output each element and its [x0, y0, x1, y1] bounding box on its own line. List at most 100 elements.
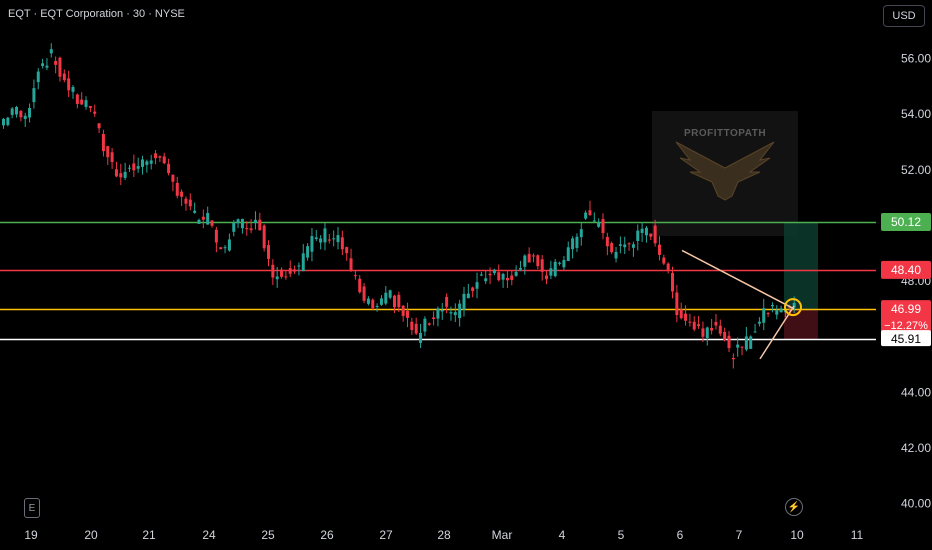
candle-body — [710, 327, 714, 331]
upper-trendline[interactable] — [681, 249, 795, 310]
candle — [410, 317, 414, 335]
candle-body — [388, 290, 392, 298]
candle-body — [427, 323, 431, 325]
candle — [110, 148, 114, 169]
candle-body — [214, 229, 218, 243]
candle — [193, 202, 197, 214]
candle — [640, 222, 644, 243]
candle-body — [618, 244, 622, 246]
candle — [458, 299, 462, 327]
candle-body — [718, 325, 722, 334]
candle-body — [201, 216, 205, 220]
candle — [145, 159, 149, 173]
candle — [688, 313, 692, 327]
candle — [15, 105, 19, 118]
candle — [727, 331, 731, 353]
candle — [288, 260, 292, 278]
x-tick-label: 11 — [851, 528, 864, 542]
candle — [536, 254, 540, 270]
candle — [649, 233, 653, 241]
candle — [466, 284, 470, 299]
y-axis[interactable]: 56.0054.0052.0050.0048.0046.0044.0042.00… — [901, 52, 931, 511]
candle-body — [362, 286, 366, 301]
candle-body — [779, 308, 783, 313]
y-tick-label: 56.00 — [901, 52, 931, 66]
candle — [253, 211, 257, 230]
candle — [553, 258, 557, 278]
candle-body — [54, 60, 58, 65]
candle — [436, 306, 440, 327]
candle — [319, 235, 323, 250]
candle — [49, 43, 53, 58]
currency-button[interactable]: USD — [883, 5, 925, 27]
candle — [392, 294, 396, 314]
candle-body — [705, 327, 709, 339]
label-48-40: 48.40 — [881, 260, 931, 279]
candle-body — [692, 321, 696, 330]
candle — [175, 176, 179, 199]
candle — [184, 196, 188, 211]
y-tick-label: 52.00 — [901, 163, 931, 177]
triangle-pattern[interactable] — [681, 249, 802, 360]
price-change-text: −12.27% — [884, 320, 928, 332]
candle-body — [310, 236, 314, 252]
candle-body — [75, 94, 79, 104]
candle — [358, 275, 362, 294]
candle — [740, 346, 744, 356]
x-tick-label: 24 — [202, 528, 216, 542]
candle — [262, 224, 266, 252]
x-tick-label: 27 — [379, 528, 393, 542]
candle-body — [154, 153, 158, 159]
candle-body — [223, 247, 227, 249]
candle-body — [340, 237, 344, 250]
current-price-label-text: 46.99 — [891, 302, 921, 316]
candle-body — [158, 156, 162, 158]
candle-body — [106, 146, 110, 158]
candle-body — [736, 344, 740, 348]
earnings-icon[interactable]: E — [24, 498, 40, 518]
candle — [149, 154, 153, 170]
candle — [36, 68, 40, 90]
x-tick-label: 10 — [790, 528, 804, 542]
candle-body — [462, 293, 466, 310]
candle-body — [149, 160, 153, 164]
candle-body — [371, 299, 375, 309]
candle — [353, 270, 357, 280]
candle-body — [19, 111, 23, 118]
x-tick-label: 6 — [677, 528, 684, 542]
x-axis[interactable]: 19 20 21 24 25 26 27 28 Mar 4 5 6 7 10 11 — [24, 528, 863, 542]
candle — [766, 312, 770, 317]
candle — [631, 241, 635, 257]
candle — [271, 259, 275, 285]
symbol-title[interactable]: EQT · EQT Corporation · 30 · NYSE — [8, 8, 185, 20]
candle-body — [518, 268, 522, 270]
candle — [28, 103, 32, 123]
candle — [332, 230, 336, 247]
candle-body — [466, 293, 470, 299]
candle-body — [319, 238, 323, 243]
candle-body — [15, 107, 19, 115]
breakout-circle[interactable] — [784, 298, 802, 317]
candle — [401, 305, 405, 322]
candle-body — [110, 152, 114, 163]
lower-trendline[interactable] — [759, 305, 795, 360]
profit-zone[interactable] — [784, 222, 818, 310]
lightning-icon[interactable]: ⚡ — [785, 498, 803, 516]
candle-body — [141, 159, 145, 167]
candle-body — [788, 307, 792, 309]
candle-body — [114, 169, 118, 177]
candle — [93, 104, 97, 117]
candle-body — [684, 313, 688, 321]
candle-body — [458, 303, 462, 319]
label-50-12: 50.12 — [881, 213, 931, 232]
candle-body — [193, 210, 197, 213]
candle — [327, 234, 331, 244]
candle-body — [679, 309, 683, 319]
label-45-91: 45.91 — [881, 330, 931, 347]
candle — [714, 313, 718, 330]
candle-body — [566, 247, 570, 262]
position-box[interactable] — [784, 222, 818, 340]
candle — [114, 161, 118, 178]
candle — [549, 260, 553, 280]
